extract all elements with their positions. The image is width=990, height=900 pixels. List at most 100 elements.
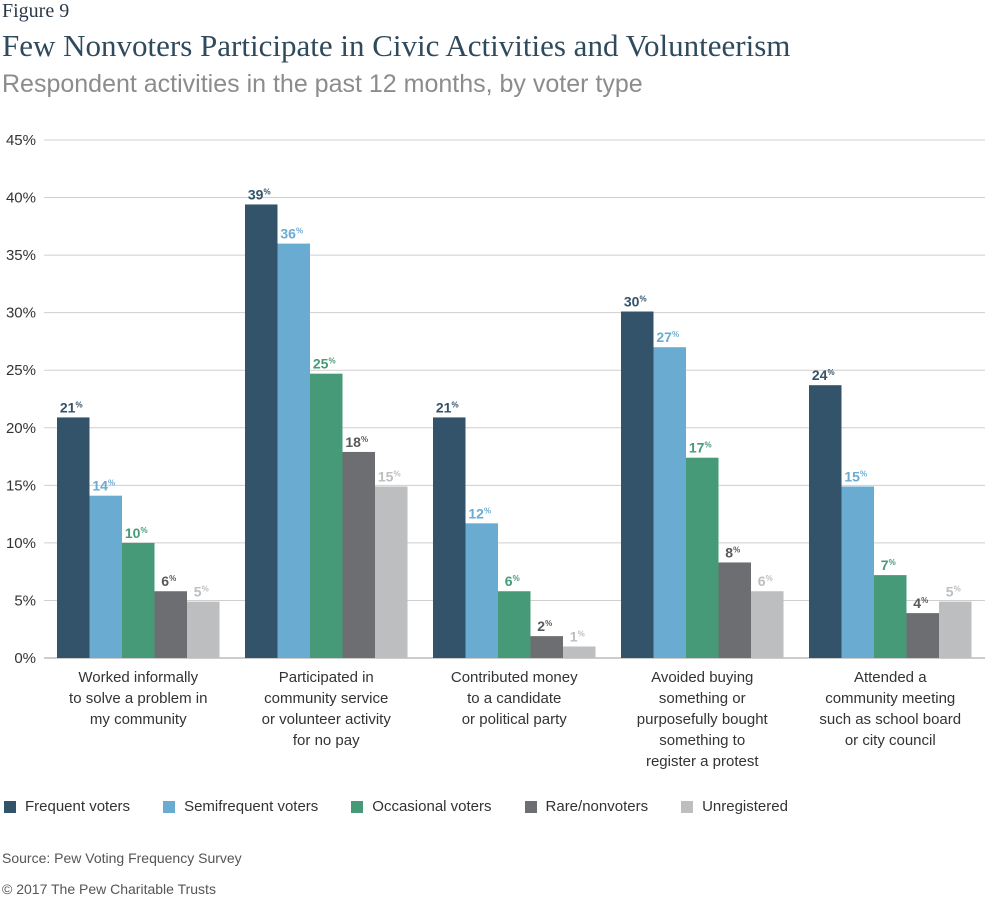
legend-item-frequent: Frequent voters [4, 798, 130, 815]
bar [906, 613, 939, 658]
data-label: 6% [758, 573, 773, 589]
bar [498, 591, 531, 658]
data-label: 10% [125, 525, 148, 541]
legend-swatch [681, 800, 694, 813]
chart-subtitle: Respondent activities in the past 12 mon… [2, 70, 643, 98]
data-label: 8% [725, 544, 740, 560]
bar [245, 204, 278, 658]
percent-sign: % [393, 469, 400, 478]
bar [874, 575, 907, 658]
x-category-label: Avoided buying something or purposefully b… [637, 669, 769, 770]
legend-swatch [351, 800, 364, 813]
y-tick-label: 45% [6, 132, 36, 149]
bar [841, 486, 874, 658]
percent-sign: % [860, 469, 867, 478]
legend-swatch [4, 800, 16, 813]
bar [433, 417, 466, 658]
percent-sign: % [484, 506, 491, 515]
x-category-label-line: purposefully bought [637, 711, 769, 728]
y-tick-label: 30% [6, 305, 36, 322]
bar [277, 243, 310, 658]
percent-sign: % [889, 558, 896, 567]
percent-sign: % [672, 330, 679, 339]
x-category-label-line: for no pay [293, 732, 360, 749]
y-tick-label: 5% [14, 592, 36, 609]
chart-title: Few Nonvoters Participate in Civic Activ… [2, 28, 791, 63]
percent-sign: % [361, 435, 368, 444]
percent-sign: % [513, 574, 520, 583]
percent-sign: % [954, 585, 961, 594]
bar [653, 347, 686, 658]
legend-label: Frequent voters [25, 798, 131, 815]
bar [686, 457, 719, 658]
data-label: 39% [248, 186, 271, 202]
legend-item-unregistered: Unregistered [681, 798, 788, 815]
bar [939, 601, 972, 658]
percent-sign: % [263, 187, 270, 196]
x-category-label-line: something or [659, 690, 746, 707]
data-label: 6% [161, 573, 176, 589]
bar [154, 591, 187, 658]
x-category-label-line: something to [659, 732, 745, 749]
legend-item-occasional: Occasional voters [351, 798, 492, 815]
legend-swatch [163, 800, 176, 813]
y-tick-label: 40% [6, 190, 36, 207]
y-tick-label: 20% [6, 420, 36, 437]
x-category-label: Contributed money to a candidate or politi… [451, 669, 578, 728]
bar [375, 486, 408, 658]
bar [530, 636, 563, 658]
data-label: 5% [946, 584, 961, 600]
bar [310, 373, 343, 658]
bar [621, 311, 654, 658]
y-tick-label: 25% [6, 362, 36, 379]
data-label: 12% [468, 505, 491, 521]
data-label: 27% [656, 329, 679, 345]
bar-chart: 0% 5% 10% 15% 20% 25% 30% 35% 40% 45% 21% 14% 10% 6% 5… [6, 132, 985, 770]
y-tick-label: 35% [6, 247, 36, 264]
bar [89, 495, 122, 658]
y-tick-label: 0% [14, 650, 36, 667]
bar [751, 591, 784, 658]
x-category-label-line: or political party [462, 711, 568, 728]
data-label: 25% [313, 356, 336, 372]
x-category-label-line: Worked informally [78, 669, 198, 686]
data-label: 21% [436, 399, 459, 415]
x-category-label-line: Participated in [279, 669, 374, 686]
legend-item-rare-nonvoters: Rare/nonvoters [524, 798, 649, 815]
percent-sign: % [140, 526, 147, 535]
data-label: 5% [194, 584, 209, 600]
data-label: 15% [378, 468, 401, 484]
x-category-label-line: such as school board [819, 711, 961, 728]
data-label: 21% [60, 399, 83, 415]
percent-sign: % [328, 357, 335, 366]
bar [122, 542, 155, 658]
percent-sign: % [545, 619, 552, 628]
legend-item-semifrequent: Semifrequent voters [163, 798, 318, 815]
legend-label: Rare/nonvoters [545, 798, 649, 815]
percent-sign: % [202, 585, 209, 594]
x-category-label-line: to a candidate [467, 690, 561, 707]
x-category-label: Attended a community meeting such as schoo… [819, 669, 961, 749]
y-tick-label: 15% [6, 477, 36, 494]
percent-sign: % [296, 227, 303, 236]
percent-sign: % [578, 629, 585, 638]
percent-sign: % [827, 368, 834, 377]
percent-sign: % [704, 441, 711, 450]
x-category-label-line: Contributed money [451, 669, 578, 686]
percent-sign: % [733, 545, 740, 554]
bar [718, 562, 751, 658]
data-label: 2% [537, 618, 552, 634]
x-category-label: Worked informally to solve a problem in my… [69, 669, 207, 728]
bar [809, 385, 842, 658]
y-tick-label: 10% [6, 535, 36, 552]
x-category-label: Participated in community service or volun… [262, 669, 392, 749]
data-label: 36% [280, 226, 303, 242]
legend-label: Unregistered [702, 798, 788, 815]
data-label: 18% [345, 434, 368, 450]
x-category-label-line: my community [90, 711, 187, 728]
bar [563, 646, 596, 658]
data-label: 7% [881, 557, 896, 573]
x-category-label-line: or volunteer activity [262, 711, 392, 728]
data-label: 6% [505, 573, 520, 589]
x-category-label-line: register a protest [646, 753, 759, 770]
